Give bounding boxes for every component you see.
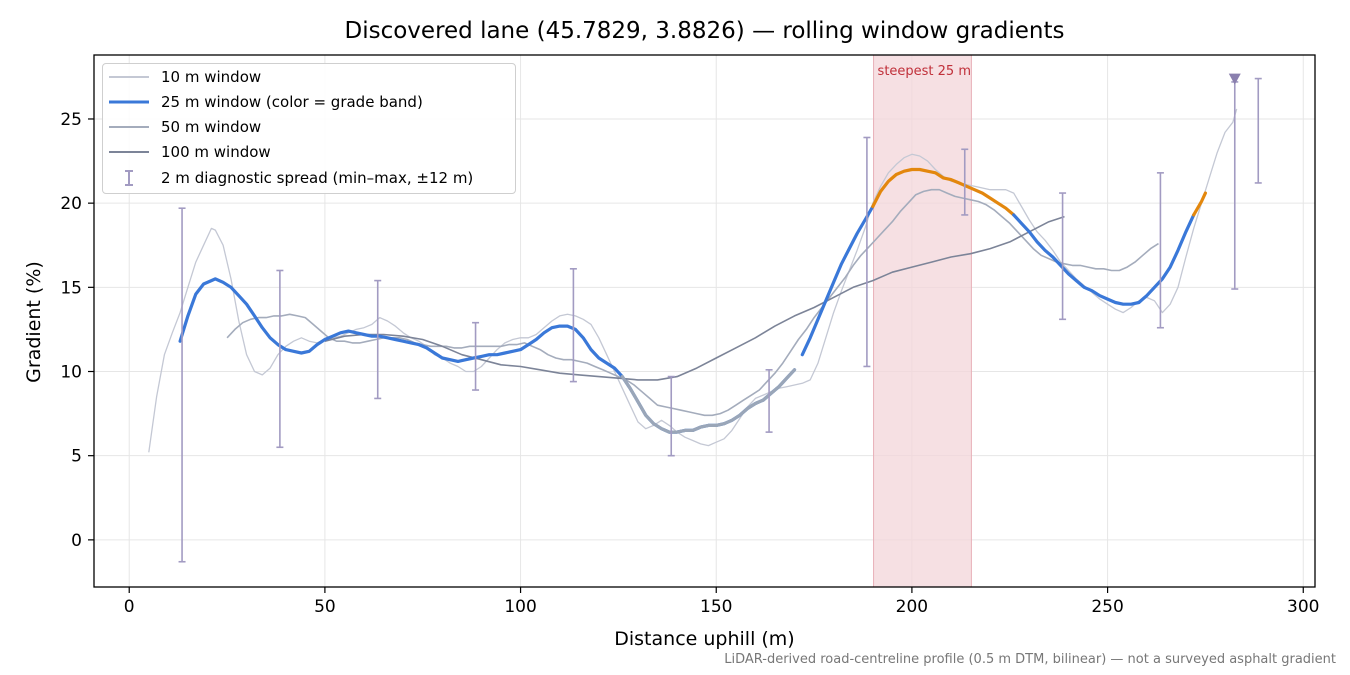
x-ticks: 0 50 100 150 200 250 300 (124, 587, 1319, 617)
y-ticks: 0 5 10 15 20 25 (60, 110, 94, 551)
series-line-25m-segment (178, 277, 797, 434)
series-line-50m (226, 188, 1159, 417)
highlight-band (873, 54, 972, 588)
series-layer (148, 108, 1238, 453)
error-bar (863, 136, 871, 368)
legend-item-errorbars: 2 m diagnostic spread (min–max, ±12 m) (109, 167, 473, 189)
highlight-band-layer (873, 54, 972, 588)
error-bar-layer (178, 77, 1262, 563)
legend-swatch-10m (109, 66, 149, 88)
marker-layer (1228, 73, 1241, 85)
error-bar (1231, 81, 1239, 290)
legend-item-50m: 50 m window (109, 116, 261, 138)
x-tick-label: 150 (700, 597, 732, 617)
series-line-100m (324, 215, 1065, 381)
y-tick-label: 15 (60, 278, 82, 298)
chart-title: Discovered lane (45.7829, 3.8826) — roll… (344, 18, 1065, 44)
series-line-25m-segment (1192, 191, 1207, 217)
error-bar (1254, 77, 1262, 184)
legend-swatch-100m (109, 141, 149, 163)
legend-label-10m: 10 m window (161, 68, 262, 86)
legend-swatch-errorbars (109, 167, 149, 189)
x-tick-label: 0 (124, 597, 135, 617)
triangle-marker-icon (1228, 73, 1241, 85)
error-bar (765, 369, 773, 433)
legend: 10 m window 25 m window (color = grade b… (102, 63, 516, 194)
y-tick-label: 25 (60, 110, 82, 130)
error-bar (178, 207, 186, 563)
legend-label-50m: 50 m window (161, 118, 262, 136)
error-bar (1059, 192, 1067, 321)
legend-swatch-50m (109, 116, 149, 138)
legend-label-errorbars: 2 m diagnostic spread (min–max, ±12 m) (161, 169, 474, 187)
series-line-25m-segment (620, 368, 797, 434)
series-line-25m-segment (871, 167, 1016, 217)
legend-item-25m: 25 m window (color = grade band) (109, 91, 423, 113)
x-tick-label: 250 (1091, 597, 1123, 617)
legend-label-100m: 100 m window (161, 143, 271, 161)
legend-label-25m: 25 m window (color = grade band) (161, 93, 423, 111)
y-tick-label: 20 (60, 194, 82, 214)
error-bar (961, 148, 969, 216)
error-bar (276, 269, 284, 449)
y-tick-label: 0 (71, 531, 82, 551)
x-axis-label: Distance uphill (m) (614, 628, 795, 650)
series-line-25m-segment (1012, 213, 1196, 306)
legend-item-100m: 100 m window (109, 141, 271, 163)
y-tick-label: 5 (71, 447, 82, 467)
highlight-label: steepest 25 m (878, 64, 971, 79)
y-tick-label: 10 (60, 363, 82, 383)
series-line-25m-segment (800, 204, 875, 357)
footnote: LiDAR-derived road-centreline profile (0… (724, 652, 1336, 667)
error-bar (1156, 172, 1164, 329)
error-bar (569, 268, 577, 383)
x-tick-label: 50 (314, 597, 336, 617)
error-bar (374, 279, 382, 400)
plot-frame (93, 54, 1316, 588)
error-bar (472, 321, 480, 391)
legend-item-10m: 10 m window (109, 66, 261, 88)
x-tick-label: 100 (504, 597, 536, 617)
x-tick-label: 300 (1287, 597, 1319, 617)
error-bar (667, 375, 675, 457)
y-axis-label: Gradient (%) (23, 261, 45, 383)
legend-swatch-25m (109, 91, 149, 113)
x-tick-label: 200 (896, 597, 928, 617)
